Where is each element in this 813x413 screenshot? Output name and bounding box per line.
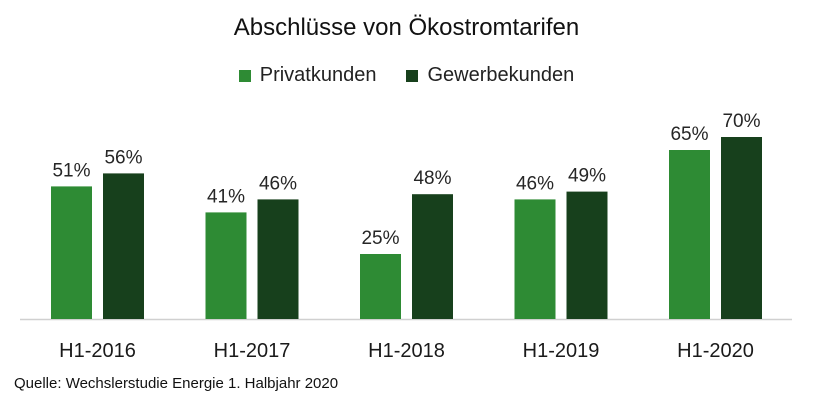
data-label-privatkunden-h1-2016: 51%	[52, 160, 90, 181]
bar-gewerbekunden-h1-2016	[103, 173, 144, 319]
source-note: Quelle: Wechslerstudie Energie 1. Halbja…	[14, 375, 339, 392]
data-label-gewerbekunden-h1-2018: 48%	[413, 168, 451, 189]
bar-privatkunden-h1-2020	[669, 150, 710, 319]
x-tick-label-h1-2018: H1-2018	[368, 340, 445, 362]
legend-item-gewerbekunden: Gewerbekunden	[406, 64, 574, 87]
legend-item-privatkunden: Privatkunden	[238, 64, 377, 87]
chart-title: Abschlüsse von Ökostromtarifen	[233, 14, 580, 41]
legend-label-gewerbekunden: Gewerbekunden	[427, 64, 575, 86]
bar-gewerbekunden-h1-2018	[412, 194, 453, 319]
legend-label-privatkunden: Privatkunden	[259, 64, 377, 86]
bar-privatkunden-h1-2017	[205, 212, 247, 319]
bar-privatkunden-h1-2018	[360, 254, 401, 319]
legend-swatch-privatkunden	[238, 69, 251, 82]
data-label-gewerbekunden-h1-2016: 56%	[104, 147, 142, 168]
bar-gewerbekunden-h1-2020	[721, 137, 762, 319]
data-label-gewerbekunden-h1-2019: 49%	[568, 166, 606, 187]
bar-privatkunden-h1-2019	[514, 199, 556, 319]
x-tick-label-h1-2019: H1-2019	[523, 340, 600, 362]
data-label-gewerbekunden-h1-2020: 70%	[722, 111, 760, 132]
x-tick-label-h1-2020: H1-2020	[677, 340, 754, 362]
legend-swatch-gewerbekunden	[406, 69, 419, 82]
data-label-privatkunden-h1-2018: 25%	[361, 228, 399, 249]
data-label-gewerbekunden-h1-2017: 46%	[259, 173, 297, 194]
bar-privatkunden-h1-2016	[51, 186, 92, 319]
legend: Privatkunden Gewerbekunden	[0, 64, 813, 87]
data-label-privatkunden-h1-2017: 41%	[207, 186, 245, 207]
bar-gewerbekunden-h1-2019	[566, 191, 608, 319]
bar-gewerbekunden-h1-2017	[257, 199, 299, 319]
data-label-privatkunden-h1-2020: 65%	[670, 124, 708, 145]
x-tick-label-h1-2017: H1-2017	[214, 340, 291, 362]
data-label-privatkunden-h1-2019: 46%	[516, 173, 554, 194]
x-tick-label-h1-2016: H1-2016	[59, 340, 136, 362]
